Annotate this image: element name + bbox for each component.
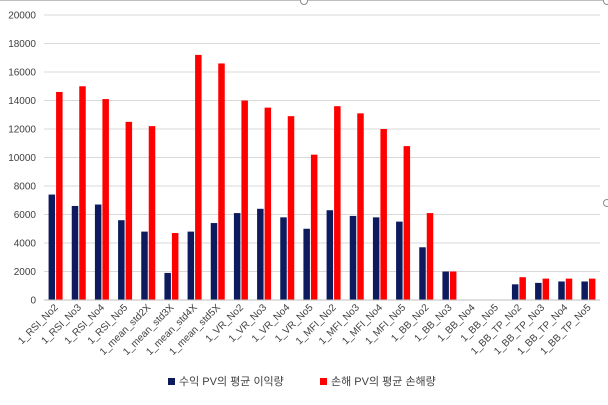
- y-tick-label: 20000: [8, 11, 36, 22]
- bar-series-1-1_BB_TP_No4[interactable]: [558, 281, 565, 300]
- bar-series-1-1_mean_std4X[interactable]: [187, 231, 195, 300]
- legend-swatch-series-1: [168, 378, 175, 385]
- bar-series-2-1_RSI_No3[interactable]: [79, 86, 86, 300]
- bar-series-2-1_RSI_No5[interactable]: [125, 121, 133, 300]
- bar-series-1-1_MFI_No2[interactable]: [326, 210, 334, 300]
- y-tick-label: 8000: [14, 182, 37, 193]
- bar-series-1-1_BB_TP_No2[interactable]: [511, 284, 519, 300]
- bar-series-1-1_RSI_No2[interactable]: [48, 194, 56, 300]
- bar-series-2-1_VR_No3[interactable]: [264, 107, 272, 300]
- bar-series-2-1_MFI_No5[interactable]: [403, 146, 411, 300]
- bar-series-2-1_mean_std4X[interactable]: [195, 54, 202, 301]
- y-tick-label: 0: [30, 296, 36, 307]
- bar-series-1-1_MFI_No4[interactable]: [372, 217, 380, 300]
- bar-series-2-1_mean_std5X[interactable]: [218, 63, 225, 301]
- bar-series-2-1_RSI_No4[interactable]: [102, 99, 109, 300]
- legend-label-series-2: 손해 PV의 평균 손해량: [331, 374, 436, 388]
- y-tick-label: 2000: [14, 267, 37, 278]
- resize-handle-right-middle[interactable]: [603, 199, 608, 207]
- bar-series-2-1_MFI_No4[interactable]: [380, 129, 387, 300]
- y-tick-label: 18000: [8, 39, 36, 50]
- bar-series-1-1_RSI_No5[interactable]: [118, 220, 125, 300]
- y-tick-label: 16000: [8, 68, 36, 79]
- bars: [48, 54, 596, 301]
- bar-series-2-1_BB_No3[interactable]: [449, 271, 457, 301]
- bar-series-2-1_BB_TP_No3[interactable]: [542, 278, 550, 300]
- bar-series-2-1_VR_No2[interactable]: [241, 100, 248, 301]
- bar-series-1-1_mean_std3X[interactable]: [164, 272, 171, 300]
- bar-series-1-1_BB_TP_No5[interactable]: [581, 281, 588, 300]
- resize-handle-top-right[interactable]: [603, 0, 608, 5]
- bar-series-2-1_BB_TP_No2[interactable]: [519, 277, 526, 300]
- bar-series-2-1_VR_No4[interactable]: [287, 116, 295, 300]
- y-tick-label: 12000: [8, 125, 36, 136]
- x-axis-labels: 1_RSI_No21_RSI_No31_RSI_No41_RSI_No51_me…: [16, 302, 593, 358]
- bar-series-2-1_mean_std2X[interactable]: [148, 126, 156, 301]
- bar-series-1-1_BB_No2[interactable]: [419, 247, 426, 300]
- bar-series-1-1_MFI_No5[interactable]: [396, 221, 403, 300]
- bar-series-1-1_VR_No5[interactable]: [303, 228, 310, 300]
- bar-series-1-1_mean_std2X[interactable]: [141, 231, 148, 300]
- bar-series-1-1_VR_No4[interactable]: [280, 217, 287, 300]
- bar-series-2-1_BB_No2[interactable]: [426, 213, 434, 300]
- legend-swatch-series-2: [320, 378, 327, 385]
- bar-series-1-1_RSI_No3[interactable]: [71, 205, 79, 300]
- y-tick-label: 14000: [8, 96, 36, 107]
- y-axis-ticks: 0 2000 4000 6000 8000 10000 12000 14000 16000 180…: [8, 11, 36, 307]
- bar-series-1-1_mean_std5X[interactable]: [210, 223, 218, 300]
- resize-handle-top-center[interactable]: [300, 0, 308, 5]
- bar-series-2-1_BB_TP_No5[interactable]: [588, 278, 596, 300]
- bar-series-2-1_VR_No5[interactable]: [310, 154, 318, 300]
- bar-series-1-1_RSI_No4[interactable]: [94, 204, 102, 300]
- legend-label-series-1: 수익 PV의 평균 이익량: [179, 375, 284, 388]
- bar-series-1-1_BB_No3[interactable]: [442, 271, 449, 301]
- y-tick-label: 6000: [14, 210, 37, 221]
- bar-series-1-1_VR_No3[interactable]: [257, 208, 264, 300]
- bar-series-2-1_mean_std3X[interactable]: [171, 233, 179, 300]
- bar-series-1-1_MFI_No3[interactable]: [349, 215, 357, 300]
- gridlines: [44, 14, 600, 272]
- bar-series-1-1_BB_TP_No3[interactable]: [535, 282, 542, 300]
- bar-series-1-1_VR_No2[interactable]: [233, 213, 241, 300]
- y-tick-label: 10000: [8, 153, 36, 164]
- legend: 수익 PV의 평균 이익량 손해 PV의 평균 손해량: [168, 374, 436, 388]
- bar-series-2-1_MFI_No3[interactable]: [357, 113, 364, 300]
- bar-series-2-1_RSI_No2[interactable]: [56, 91, 63, 300]
- bar-series-2-1_MFI_No2[interactable]: [334, 106, 341, 300]
- y-tick-label: 4000: [14, 239, 37, 250]
- bar-series-2-1_BB_TP_No4[interactable]: [565, 278, 573, 300]
